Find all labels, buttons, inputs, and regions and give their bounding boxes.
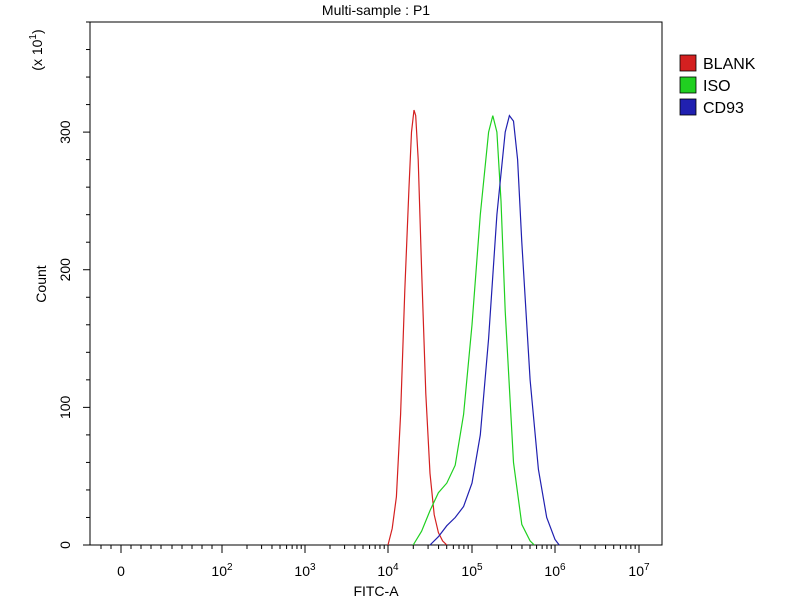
legend-label-cd93: CD93 [703, 100, 744, 117]
y-multiplier-label: (x 101) [28, 29, 45, 70]
y-multiplier-prefix: (x 10 [29, 39, 45, 70]
x-tick-label: 106 [544, 562, 566, 579]
y-tick-label: 200 [57, 258, 73, 282]
series-line-iso [412, 115, 535, 546]
y-axis: 0 100 200 300 [57, 21, 90, 549]
legend-label-iso: ISO [703, 78, 731, 95]
series-line-blank [387, 109, 448, 546]
x-tick-label: 103 [294, 562, 316, 579]
x-tick-label: 0 [117, 563, 125, 579]
legend-label-blank: BLANK [703, 56, 756, 73]
legend-swatch-iso [679, 76, 697, 94]
x-axis: 0 102 103 104 105 106 107 [100, 545, 650, 579]
legend-swatch-blank [679, 54, 697, 72]
y-tick-label: 0 [57, 541, 73, 549]
series-layer [387, 109, 560, 546]
y-axis-label: Count [33, 265, 49, 302]
x-tick-label: 104 [377, 562, 399, 579]
y-multiplier-suffix: ) [29, 29, 45, 34]
legend-swatch-cd93 [679, 98, 697, 116]
x-tick-label: 107 [628, 562, 650, 579]
x-tick-label: 105 [461, 562, 483, 579]
series-line-cd93 [429, 114, 560, 546]
y-tick-label: 100 [57, 395, 73, 419]
plot-frame [89, 21, 663, 546]
x-axis-label: FITC-A [353, 583, 399, 599]
legend: BLANK ISO CD93 [679, 54, 756, 117]
chart-title: Multi-sample : P1 [322, 2, 430, 18]
y-multiplier-exponent: 1 [28, 34, 39, 40]
y-tick-label: 300 [57, 120, 73, 144]
x-tick-label: 102 [211, 562, 233, 579]
